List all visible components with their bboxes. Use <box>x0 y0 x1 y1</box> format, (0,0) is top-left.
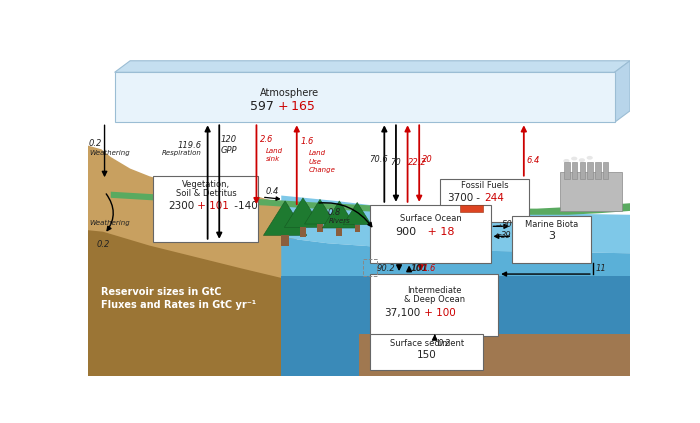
FancyBboxPatch shape <box>370 205 491 263</box>
Text: Surface sediment: Surface sediment <box>390 339 464 348</box>
Text: Soil & Detritus: Soil & Detritus <box>176 189 237 198</box>
Text: Surface Ocean: Surface Ocean <box>400 214 462 223</box>
Text: Atmosphere: Atmosphere <box>260 88 318 98</box>
Text: 119.6: 119.6 <box>178 141 202 150</box>
Text: Change: Change <box>309 167 335 173</box>
Text: -: - <box>473 193 482 203</box>
Polygon shape <box>281 236 289 246</box>
FancyBboxPatch shape <box>595 162 601 179</box>
Text: 0.2: 0.2 <box>97 239 110 249</box>
Text: Intermediate: Intermediate <box>407 286 462 295</box>
Ellipse shape <box>564 159 570 163</box>
Text: 90.2: 90.2 <box>377 264 395 273</box>
Text: Vegetation,: Vegetation, <box>182 180 230 189</box>
Text: 39: 39 <box>501 231 512 240</box>
Text: Reservoir sizes in GtC: Reservoir sizes in GtC <box>102 287 222 297</box>
Text: 0.2: 0.2 <box>89 139 102 148</box>
FancyBboxPatch shape <box>572 162 578 179</box>
Polygon shape <box>115 61 630 72</box>
Text: Respiration: Respiration <box>162 150 202 156</box>
Text: Weathering: Weathering <box>89 150 130 156</box>
FancyBboxPatch shape <box>603 162 608 179</box>
FancyBboxPatch shape <box>115 72 615 122</box>
Text: + 100: + 100 <box>421 308 456 318</box>
Text: 70: 70 <box>391 158 401 167</box>
Text: 0.2: 0.2 <box>438 339 452 348</box>
Text: 0.8: 0.8 <box>328 208 341 217</box>
Text: Fluxes and Rates in GtC yr⁻¹: Fluxes and Rates in GtC yr⁻¹ <box>102 300 257 310</box>
Text: ←: ← <box>495 233 501 239</box>
FancyBboxPatch shape <box>512 216 592 263</box>
Text: Land: Land <box>266 148 283 154</box>
Text: 3: 3 <box>548 231 555 241</box>
FancyBboxPatch shape <box>560 173 622 211</box>
Text: + 165: + 165 <box>274 101 314 113</box>
Polygon shape <box>304 199 335 224</box>
Text: & Deep Ocean: & Deep Ocean <box>404 295 466 304</box>
Text: -140: -140 <box>231 201 258 211</box>
Text: 120: 120 <box>220 135 237 144</box>
Polygon shape <box>317 224 323 232</box>
Text: 37,100: 37,100 <box>384 308 421 318</box>
Text: 11: 11 <box>595 264 606 273</box>
Text: 20: 20 <box>422 155 433 164</box>
Ellipse shape <box>579 158 585 162</box>
FancyBboxPatch shape <box>580 162 585 179</box>
Text: 1.6: 1.6 <box>423 264 437 273</box>
Text: + 101: + 101 <box>195 201 230 211</box>
Polygon shape <box>281 195 630 376</box>
FancyBboxPatch shape <box>370 334 483 370</box>
Polygon shape <box>336 228 342 236</box>
Polygon shape <box>263 201 307 236</box>
Text: 244: 244 <box>484 193 504 203</box>
Text: + 18: + 18 <box>417 227 454 237</box>
Bar <box>363 259 377 276</box>
Polygon shape <box>343 203 371 225</box>
Text: 101: 101 <box>411 264 428 273</box>
Polygon shape <box>88 146 297 376</box>
Text: GPP: GPP <box>220 146 237 155</box>
FancyBboxPatch shape <box>459 205 483 212</box>
Polygon shape <box>281 236 630 376</box>
FancyBboxPatch shape <box>587 162 593 179</box>
FancyBboxPatch shape <box>153 176 258 242</box>
FancyBboxPatch shape <box>440 179 529 222</box>
Text: Fossil Fuels: Fossil Fuels <box>461 181 509 190</box>
FancyBboxPatch shape <box>370 274 498 336</box>
Text: 597: 597 <box>250 101 274 113</box>
Polygon shape <box>88 230 297 376</box>
Text: 70.6: 70.6 <box>369 155 388 164</box>
Text: 22.2: 22.2 <box>407 158 426 167</box>
Text: 50: 50 <box>501 220 512 228</box>
Polygon shape <box>300 228 307 236</box>
Polygon shape <box>322 201 356 228</box>
Text: 1.6: 1.6 <box>300 137 314 146</box>
Polygon shape <box>355 225 360 231</box>
Text: 2300: 2300 <box>168 201 195 211</box>
Text: Rivers: Rivers <box>328 218 350 224</box>
Text: Weathering: Weathering <box>89 220 130 225</box>
Ellipse shape <box>587 156 593 160</box>
Text: 900: 900 <box>395 227 417 237</box>
Text: →: → <box>495 223 501 229</box>
Polygon shape <box>615 61 630 122</box>
Polygon shape <box>281 276 630 376</box>
Text: 0.4: 0.4 <box>265 187 279 196</box>
Ellipse shape <box>571 157 577 160</box>
Text: Use: Use <box>309 159 321 165</box>
Polygon shape <box>111 192 630 215</box>
Text: 6.4: 6.4 <box>527 157 540 165</box>
Text: sink: sink <box>266 157 280 162</box>
Text: 2.6: 2.6 <box>260 135 273 144</box>
Polygon shape <box>284 198 321 228</box>
Text: Land: Land <box>309 150 326 156</box>
Polygon shape <box>358 334 630 376</box>
Text: Marine Biota: Marine Biota <box>525 220 578 228</box>
Text: 3700: 3700 <box>447 193 473 203</box>
FancyBboxPatch shape <box>564 162 570 179</box>
Text: 150: 150 <box>417 350 437 360</box>
